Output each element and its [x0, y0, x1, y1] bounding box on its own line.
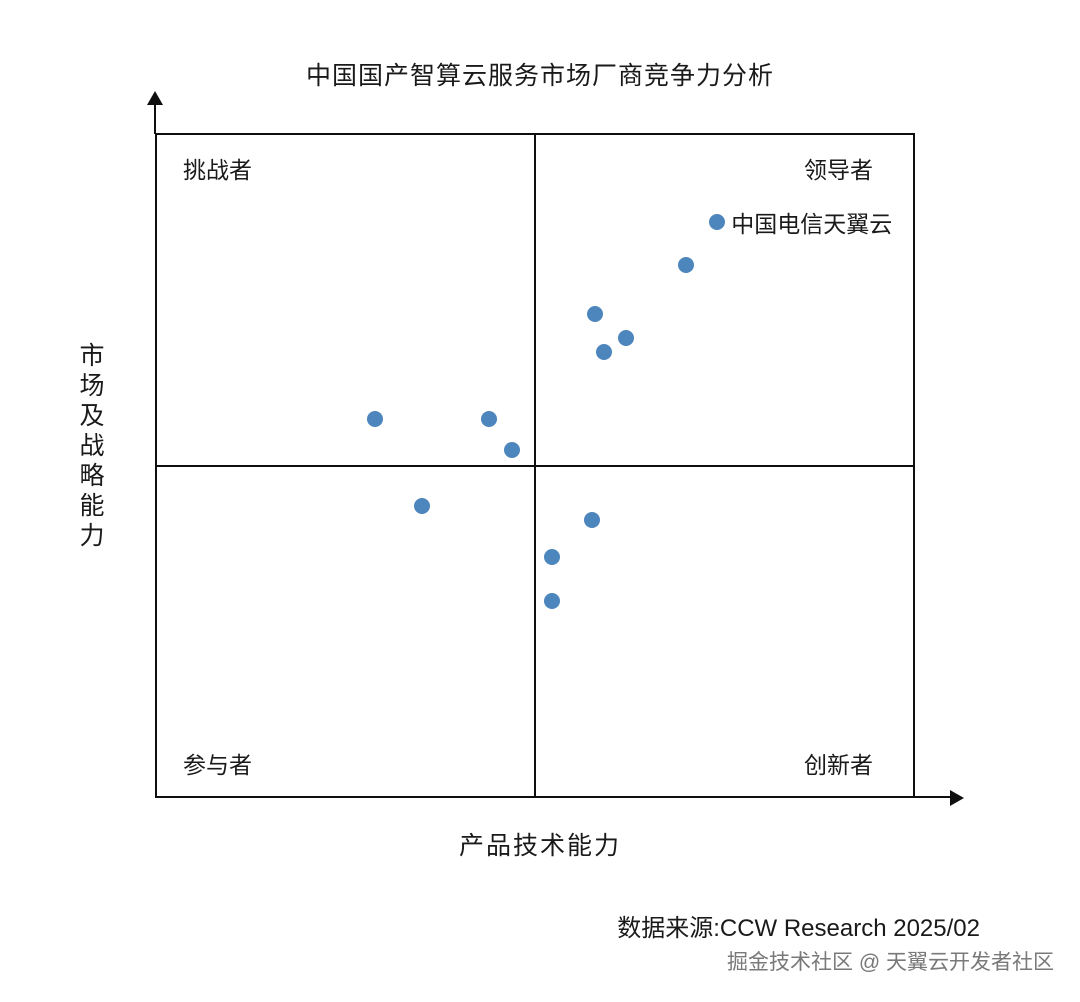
scatter-point [617, 329, 634, 346]
scatter-point [586, 306, 603, 323]
scatter-point [709, 213, 726, 230]
scatter-point [480, 411, 497, 428]
y-axis-label: 市场及战略能力 [76, 342, 104, 552]
horizontal-midline [157, 464, 913, 467]
chart-title: 中国国产智算云服务市场厂商竞争力分析 [305, 62, 774, 90]
chart-box: 挑战者 领导者 参与者 创新者 中国电信天翼云 [155, 133, 915, 798]
scatter-point [367, 410, 384, 427]
scatter-point [678, 257, 695, 274]
y-axis-arrowhead-icon [147, 91, 163, 105]
scatter-point [543, 593, 560, 609]
data-source-text: 数据来源:CCW Research 2025/02 [617, 915, 980, 942]
quadrant-label-participants: 参与者 [183, 752, 252, 778]
quadrant-label-leaders: 领导者 [804, 157, 873, 183]
plot-area: 中国电信天翼云 [157, 135, 913, 796]
scatter-point [504, 442, 521, 459]
scatter-point [413, 498, 430, 515]
x-axis-arrow-line [915, 796, 951, 798]
x-axis-arrowhead-icon [950, 790, 964, 806]
scatter-point [595, 344, 612, 361]
scatter-point-label: 中国电信天翼云 [731, 210, 893, 237]
quadrant-label-innovators: 创新者 [804, 752, 873, 778]
watermark-text: 掘金技术社区 @ 天翼云开发者社区 [727, 951, 1054, 974]
scatter-point [583, 512, 600, 529]
y-axis-arrow-line [154, 104, 156, 134]
x-axis-label: 产品技术能力 [458, 832, 621, 860]
quadrant-label-challengers: 挑战者 [183, 157, 252, 183]
scatter-point [543, 548, 560, 565]
